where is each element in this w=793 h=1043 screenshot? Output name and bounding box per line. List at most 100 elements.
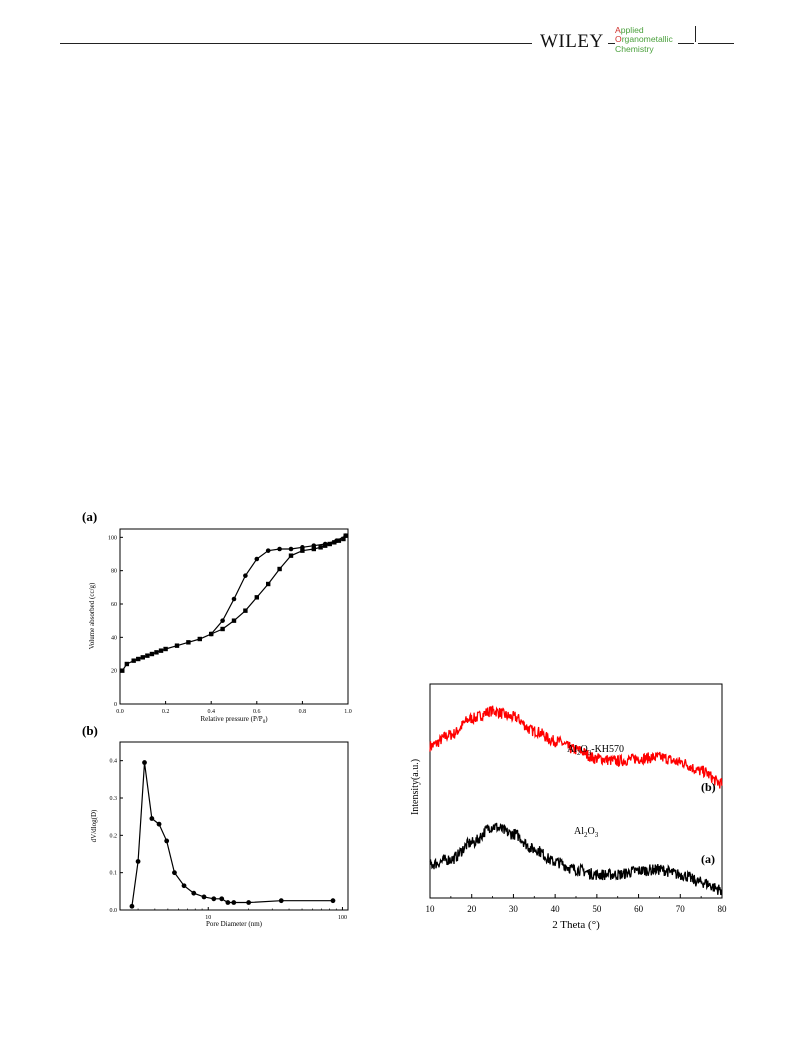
- data-point-a: [288, 553, 294, 558]
- journal-line-2: Organometallic: [615, 34, 673, 45]
- data-point-b: [135, 859, 141, 864]
- data-point-b: [278, 898, 284, 904]
- y-tick-label-a: 60: [111, 602, 117, 608]
- data-point-a: [231, 618, 237, 623]
- data-point-a: [208, 631, 214, 637]
- data-point-a: [277, 566, 282, 572]
- series-label-al2o3: Al2O3: [574, 826, 599, 839]
- y-tick-label-a: 80: [111, 569, 117, 575]
- data-point-a: [140, 655, 145, 660]
- data-point-a: [145, 653, 150, 658]
- series-label-al2o3-kh570: Al2O3-KH570: [567, 744, 624, 757]
- data-point-a: [154, 650, 159, 655]
- x-tick-label-b: 10: [205, 915, 211, 921]
- data-point-a: [311, 543, 317, 548]
- journal-line-1: Applied: [615, 25, 644, 35]
- x-tick-label-a: 0.2: [162, 709, 170, 715]
- data-point-b: [164, 838, 170, 844]
- x-tick-label-a: 1.0: [344, 709, 352, 715]
- x-axis-label-b: Pore Diameter (nm): [206, 920, 263, 928]
- data-point-b: [231, 900, 237, 905]
- data-point-a: [149, 651, 155, 657]
- data-point-a: [332, 540, 337, 545]
- y-tick-label-a: 40: [111, 635, 117, 641]
- x-axis-label-xrd: 2 Theta (°): [552, 919, 600, 931]
- header-vertical-bar: [695, 26, 696, 42]
- data-point-a: [341, 536, 346, 542]
- data-point-a: [120, 668, 125, 673]
- x-tick-label-xrd: 70: [676, 904, 686, 914]
- data-point-a: [220, 626, 225, 632]
- y-tick-label-b: 0.4: [110, 759, 118, 765]
- x-axis-label-a: Relative pressure (P/P0): [200, 715, 268, 725]
- header-rule-right: [698, 43, 734, 44]
- x-tick-label-xrd: 80: [718, 904, 728, 914]
- x-tick-label-xrd: 60: [634, 904, 644, 914]
- publisher-logo: WILEY: [540, 31, 604, 52]
- data-point-a: [174, 643, 180, 648]
- x-tick-label-a: 0.6: [253, 709, 261, 715]
- data-point-a: [254, 556, 260, 562]
- data-point-a: [220, 618, 225, 623]
- data-point-b: [246, 900, 252, 905]
- data-point-b: [211, 896, 217, 902]
- plot-frame-a: [119, 528, 349, 705]
- y-tick-label-b: 0.0: [110, 908, 118, 914]
- data-point-a: [254, 595, 259, 600]
- data-point-b: [142, 760, 147, 765]
- data-point-a: [277, 546, 282, 552]
- y-tick-label-b: 0.2: [110, 833, 118, 839]
- y-tick-label-a: 0: [114, 702, 117, 708]
- data-point-a: [300, 548, 305, 553]
- y-tick-label-b: 0.1: [110, 871, 118, 877]
- data-point-a: [334, 538, 339, 543]
- data-point-a: [186, 640, 191, 645]
- x-tick-label-a: 0.8: [299, 709, 307, 715]
- data-point-b: [330, 898, 336, 904]
- data-point-a: [163, 646, 168, 652]
- journal-name: Applied Organometallic Chemistry: [615, 25, 673, 54]
- plot-frame-b: [119, 741, 349, 911]
- x-tick-label-a: 0.4: [207, 709, 215, 715]
- x-tick-label-xrd: 10: [426, 904, 436, 914]
- data-point-a: [311, 546, 316, 552]
- data-point-a: [343, 533, 349, 538]
- y-axis-label-a: Volume absorbed (cc/g): [88, 582, 96, 649]
- panel-label-b: (b): [82, 723, 98, 738]
- data-point-a: [131, 658, 136, 663]
- data-point-b: [129, 903, 135, 909]
- x-tick-label-xrd: 30: [509, 904, 519, 914]
- journal-tail-rule: [678, 43, 694, 44]
- series-line-xrd-1: [429, 822, 723, 896]
- data-point-b: [172, 870, 177, 876]
- data-point-a: [243, 608, 248, 613]
- x-tick-label-xrd: 40: [551, 904, 561, 914]
- panel-label-a: (a): [82, 509, 97, 524]
- y-axis-label-b: dV/dlog(D): [90, 809, 98, 842]
- data-point-b: [201, 894, 207, 900]
- y-tick-label-b: 0.3: [110, 796, 118, 802]
- data-point-a: [243, 573, 248, 578]
- data-point-b: [149, 816, 155, 821]
- data-point-a: [327, 541, 332, 547]
- y-axis-label-xrd: Intensity(a.u.): [410, 759, 421, 815]
- x-tick-label-xrd: 20: [467, 904, 477, 914]
- y-tick-label-a: 100: [108, 535, 117, 541]
- data-point-b: [219, 896, 225, 902]
- data-point-a: [265, 548, 271, 553]
- data-point-a: [136, 656, 141, 662]
- x-tick-label-a: 0.0: [116, 709, 124, 715]
- chart-isotherm: (a) Relative pressure (P/P0) Volume abso…: [82, 509, 352, 725]
- data-point-a: [231, 596, 237, 602]
- data-point-a: [318, 545, 323, 550]
- data-point-b: [156, 821, 162, 827]
- data-point-b: [225, 900, 231, 905]
- data-point-b: [191, 890, 197, 896]
- header-rule: [60, 43, 532, 44]
- x-tick-label-xrd: 50: [592, 904, 602, 914]
- x-tick-label-b: 100: [338, 915, 347, 921]
- data-point-a: [158, 648, 164, 653]
- series-marker-a: (a): [701, 852, 715, 866]
- data-point-a: [288, 546, 294, 552]
